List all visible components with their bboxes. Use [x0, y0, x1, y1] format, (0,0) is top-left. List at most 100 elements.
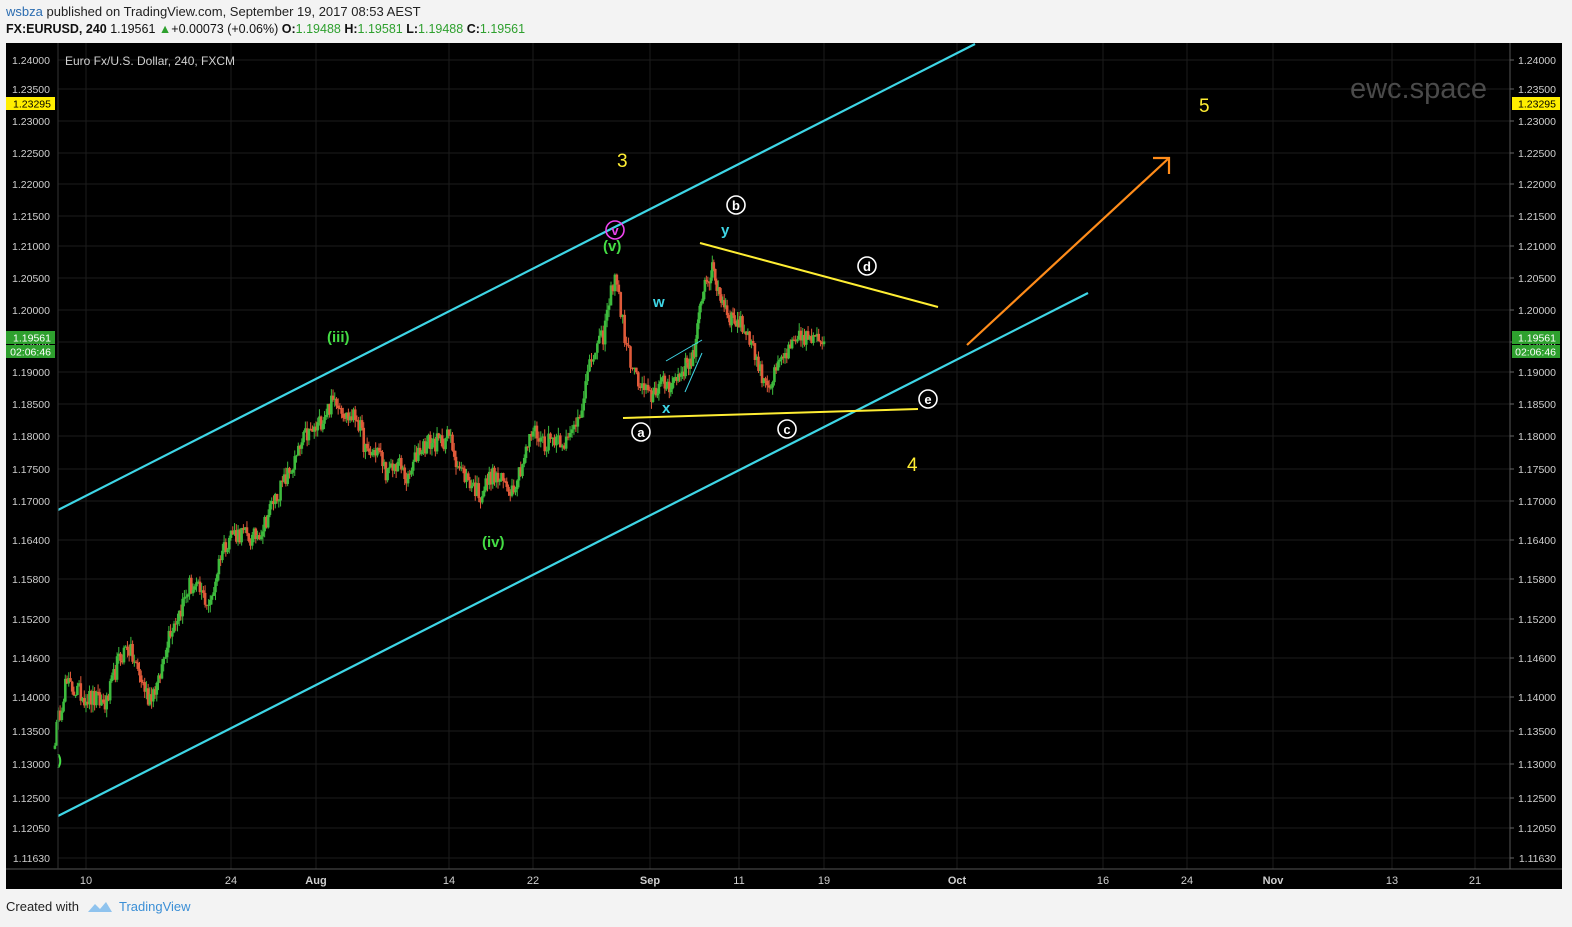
wave-circle-v: v — [605, 220, 625, 240]
candle-body — [353, 409, 357, 420]
candle-body — [797, 330, 801, 340]
candle-body — [553, 437, 556, 446]
candle-body — [444, 438, 447, 450]
y-axis-right[interactable]: 1.24000 1.23500 1.23000 1.22500 1.22000 1.215… — [1510, 55, 1556, 865]
candle-body — [656, 393, 659, 396]
candle-body — [105, 695, 109, 710]
channel-lower-line[interactable] — [57, 292, 1089, 817]
y-tick-label: 1.11630 — [13, 853, 50, 865]
candle-body — [484, 478, 488, 491]
candle-body — [654, 387, 658, 396]
triangle-upper-line[interactable] — [699, 242, 939, 308]
candle-body — [482, 490, 486, 497]
candle-body — [193, 586, 197, 590]
wave-label-w: w — [652, 294, 665, 311]
candle-body — [447, 429, 451, 436]
candle-body — [459, 467, 463, 469]
candle-body — [684, 357, 687, 377]
candle-body — [676, 374, 680, 381]
x-tick-label: Sep — [640, 875, 660, 887]
candle-body — [773, 367, 776, 383]
candle-body — [580, 410, 584, 418]
wedge-line-lower[interactable] — [684, 352, 703, 393]
candle-body — [158, 675, 162, 679]
candle-body — [743, 331, 746, 333]
candle-body — [727, 315, 730, 318]
candle-body — [613, 274, 617, 292]
x-tick-label: 13 — [1386, 875, 1398, 887]
wedge-line-upper[interactable] — [665, 339, 703, 362]
candle-body — [150, 694, 153, 702]
candle-body — [787, 344, 790, 359]
candle-body — [475, 483, 479, 497]
candle-body — [224, 542, 228, 553]
candle-body — [152, 689, 155, 702]
candle-body — [77, 683, 81, 686]
svg-text:1.23295: 1.23295 — [1518, 99, 1556, 111]
candle-body — [133, 661, 136, 663]
candle-body — [592, 359, 595, 362]
candle-body — [594, 352, 597, 360]
candle-body — [98, 692, 102, 706]
candle-body — [259, 536, 263, 540]
candle-body — [420, 451, 424, 454]
candle-body — [472, 482, 475, 486]
candle-body — [67, 678, 71, 684]
candle-body — [63, 678, 67, 702]
x-tick-label: 24 — [1181, 875, 1193, 887]
candle-body — [348, 416, 352, 421]
author-link[interactable]: wsbza — [6, 4, 43, 19]
candle-body — [780, 356, 783, 360]
candle-body — [562, 445, 566, 449]
candle-body — [347, 412, 350, 421]
candle-body — [300, 442, 304, 449]
candle-body — [774, 367, 778, 371]
candle-body — [138, 668, 141, 676]
candle-body — [653, 387, 656, 395]
x-axis[interactable]: 10 24 Aug 14 22 Sep 11 19 Oct 16 24 Nov 13 21 — [80, 875, 1481, 887]
candle-body — [305, 428, 309, 441]
candle-body — [708, 281, 711, 284]
candle-body — [524, 446, 528, 459]
y-tick-label: 1.18000 — [1518, 431, 1556, 443]
candle-body — [810, 336, 813, 343]
open-value: 1.19488 — [295, 22, 341, 36]
triangle-lower-line[interactable] — [622, 408, 919, 419]
candle-body — [503, 480, 507, 482]
candle-body — [815, 333, 819, 337]
candle-body — [127, 650, 131, 656]
candle-body — [716, 287, 720, 291]
y-tick-label: 1.24000 — [1518, 55, 1556, 67]
y-tick-label: 1.22500 — [12, 148, 50, 160]
y-tick-label: 1.12500 — [12, 793, 50, 805]
candle-body — [691, 350, 695, 366]
candle-body — [214, 581, 217, 593]
tradingview-link[interactable]: TradingView — [118, 899, 191, 914]
candle-body — [89, 690, 93, 705]
candle-body — [367, 448, 371, 452]
candle-body — [712, 262, 716, 269]
candle-body — [129, 643, 133, 656]
candle-body — [376, 447, 379, 456]
candle-body — [171, 632, 174, 637]
high-value: 1.19581 — [357, 22, 403, 36]
candle-body — [82, 698, 86, 706]
candle-body — [212, 592, 216, 596]
candle-body — [757, 356, 760, 371]
candle-body — [651, 394, 655, 403]
candle-body — [693, 350, 696, 357]
candle-body — [304, 428, 307, 432]
candle-body — [458, 466, 461, 469]
candle-body — [396, 461, 400, 472]
channel-upper-line[interactable] — [57, 43, 976, 511]
chart-area[interactable]: 3 5 4 (iii) (iv) (v) ) v w x y a b c d e… — [6, 43, 1562, 889]
projection-arrow[interactable] — [966, 156, 1171, 346]
open-label: O: — [281, 22, 296, 36]
watermark: ewc.space — [1350, 73, 1487, 105]
svg-text:v: v — [611, 223, 619, 238]
candle-body — [629, 346, 632, 368]
candle-body — [724, 305, 727, 308]
price-chart[interactable]: 3 5 4 (iii) (iv) (v) ) v w x y a b c d e… — [6, 43, 1562, 889]
candle-body — [739, 316, 743, 328]
candle-body — [391, 463, 395, 471]
